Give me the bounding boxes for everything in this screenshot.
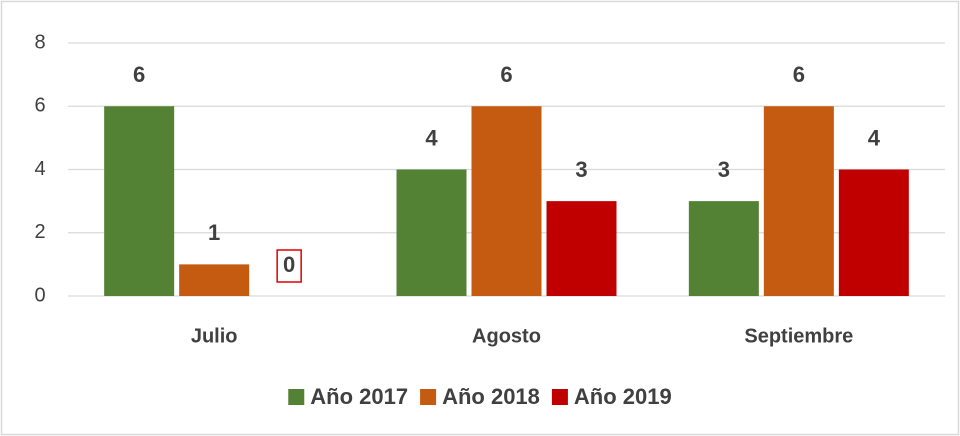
- bar: [546, 201, 617, 296]
- bar: [763, 106, 834, 296]
- data-label: 4: [425, 125, 438, 150]
- y-tick-label: 8: [34, 31, 45, 53]
- legend-label: Año 2017: [310, 384, 408, 409]
- x-tick-label: Septiembre: [744, 325, 853, 347]
- data-label: 6: [500, 62, 512, 87]
- data-label: 6: [133, 62, 145, 87]
- data-label: 4: [868, 125, 881, 150]
- legend-swatch: [288, 389, 305, 405]
- y-tick-label: 2: [34, 221, 45, 243]
- y-tick-label: 4: [34, 158, 45, 180]
- bar: [471, 106, 542, 296]
- bar: [396, 169, 467, 296]
- legend-swatch: [420, 389, 437, 405]
- x-tick-label: Julio: [191, 325, 238, 347]
- legend-swatch: [551, 389, 568, 405]
- bar: [688, 201, 759, 296]
- data-label: 6: [793, 62, 805, 87]
- label-box: [276, 249, 302, 283]
- data-label: 3: [575, 157, 587, 182]
- data-label: 0: [283, 252, 295, 277]
- legend-label: Año 2018: [442, 384, 540, 409]
- legend-label: Año 2019: [574, 384, 672, 409]
- data-label: 1: [208, 220, 220, 245]
- data-label: 3: [718, 157, 730, 182]
- bar: [104, 106, 175, 296]
- bar: [179, 264, 250, 296]
- y-tick-label: 0: [34, 284, 45, 306]
- x-tick-label: Agosto: [472, 325, 541, 347]
- bar: [838, 169, 909, 296]
- y-tick-label: 6: [34, 95, 45, 117]
